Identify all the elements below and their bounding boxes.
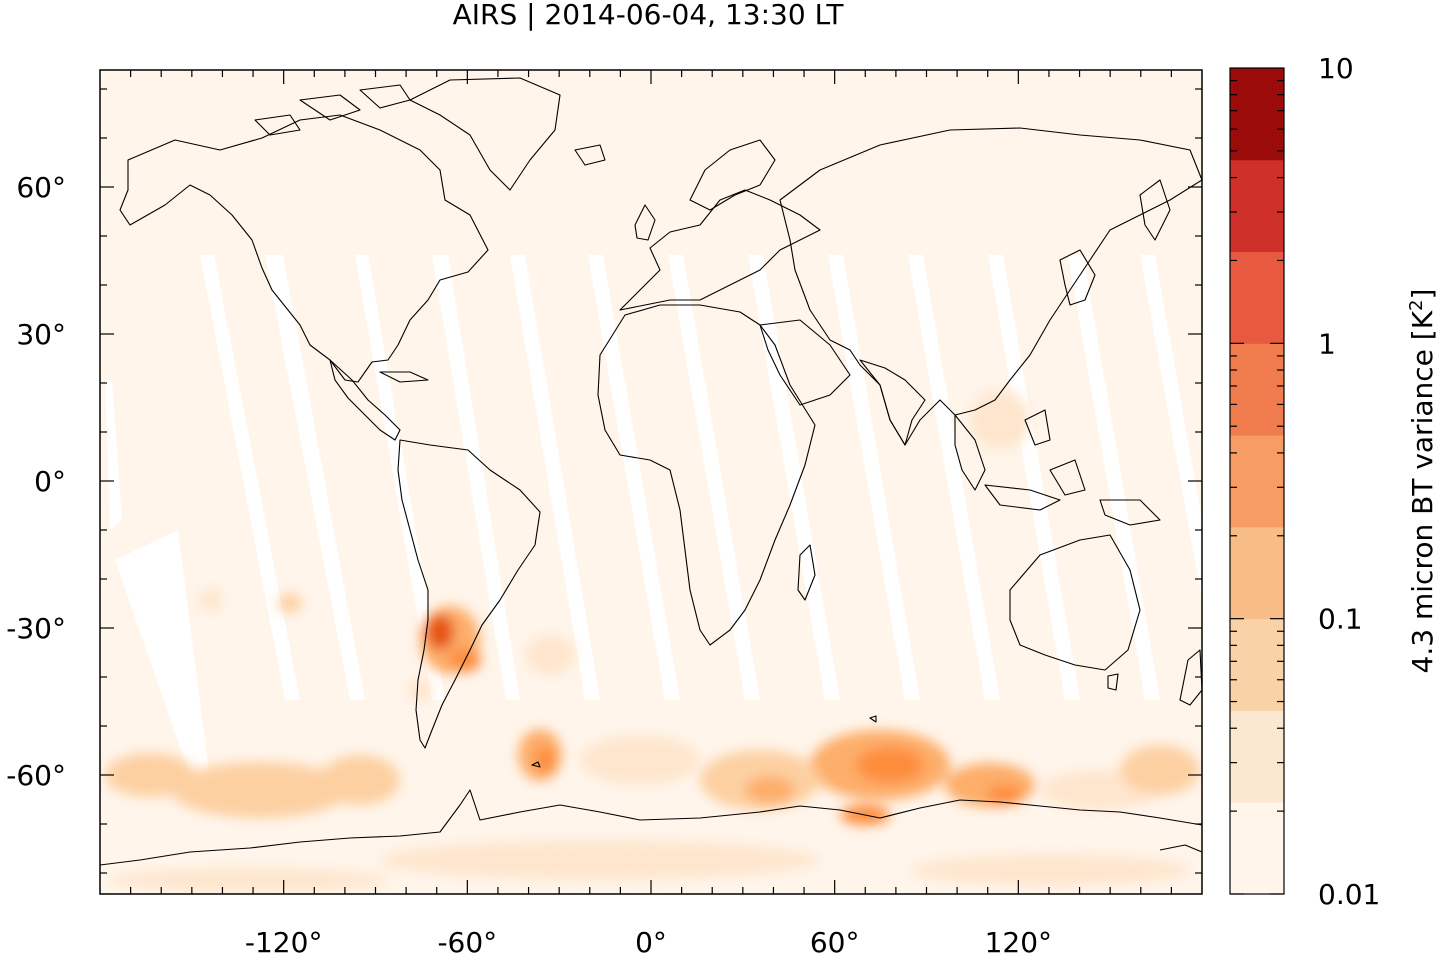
y-tick-label: 30° (16, 318, 66, 351)
colorbar: 10 1 0.1 0.01 4.3 micron BT variance [K2] (1229, 52, 1440, 911)
colorbar-tick-label: 0.1 (1318, 603, 1363, 636)
x-axis-tick-labels: -120° -60° 0° 60° 120° (245, 926, 1052, 956)
colorbar-bands (1230, 68, 1284, 895)
colorbar-band (1230, 343, 1284, 436)
orbit-gaps (105, 255, 1202, 790)
colorbar-ticks (1230, 79, 1284, 895)
colorbar-band (1230, 159, 1284, 253)
y-tick-label: 0° (34, 465, 66, 498)
x-tick-label: 0° (635, 926, 667, 956)
colorbar-tick-label: 10 (1318, 52, 1354, 85)
variance-field (105, 390, 1200, 892)
map-frame (99, 69, 1203, 895)
colorbar-band (1230, 618, 1284, 711)
colorbar-label: 4.3 micron BT variance [K2] (1406, 289, 1440, 674)
colorbar-band (1230, 526, 1284, 620)
x-tick-label: 120° (985, 926, 1052, 956)
colorbar-band (1230, 710, 1284, 803)
colorbar-band (1230, 802, 1284, 895)
colorbar-tick-labels: 10 1 0.1 0.01 (1318, 52, 1380, 911)
coastlines-outline (100, 77, 1202, 866)
y-axis-tick-labels: 60° 30° 0° -30° -60° (6, 171, 66, 792)
x-tick-label: -120° (245, 926, 323, 956)
colorbar-tick-label: 0.01 (1318, 878, 1380, 911)
y-tick-label: -60° (6, 759, 66, 792)
map-title: AIRS | 2014-06-04, 13:30 LT (453, 0, 845, 31)
colorbar-tick-label: 1 (1318, 327, 1336, 360)
y-tick-label: -30° (6, 612, 66, 645)
colorbar-band (1230, 251, 1284, 344)
colorbar-frame (1229, 67, 1285, 895)
y-tick-label: 60° (16, 171, 66, 204)
x-tick-label: -60° (437, 926, 497, 956)
map-panel (100, 70, 1202, 894)
colorbar-band (1230, 435, 1284, 528)
x-tick-label: 60° (810, 926, 860, 956)
colorbar-band (1230, 68, 1284, 161)
